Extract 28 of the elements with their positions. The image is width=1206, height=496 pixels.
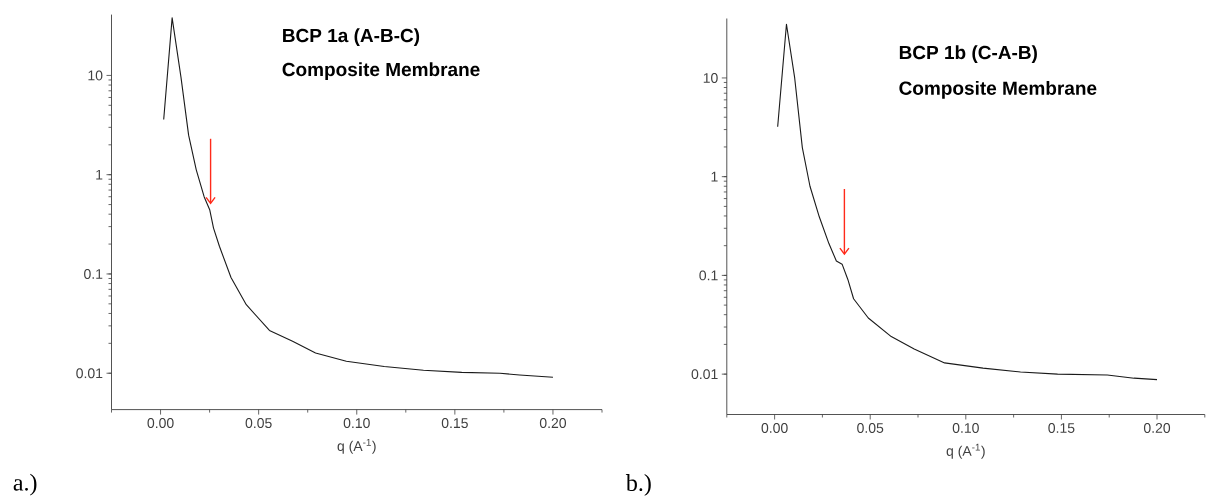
x-tick-label: 0.20 [1143,423,1171,433]
x-tick-label: 0.10 [343,418,370,429]
x-tick-label: 0.20 [539,418,567,429]
y-tick-label: 0.01 [691,369,718,380]
x-tick-label: 0.05 [245,418,272,429]
y-tick-label: 0.1 [699,270,718,281]
x-axis-title: q (A$^{-1}$) [337,438,376,454]
x-tick-label: 0.10 [952,423,979,433]
y-tick-label: 1 [96,169,103,180]
text: BCP 1b (C-A-B) [899,45,1037,63]
y-tick-label: 1 [711,171,718,182]
text: BCP 1a (A-B-C) [283,28,420,46]
y-tick-label: 10 [88,70,103,81]
text: Composite Membrane [899,80,1097,99]
y-tick-label: 0.01 [76,368,103,379]
line-series [777,23,1158,381]
x-tick-label: 0.15 [441,418,468,429]
x-tick-label: 0.00 [147,418,174,429]
x-tick-label: 0.00 [761,423,788,433]
line-series [163,17,554,378]
y-tick-label: 10 [703,72,718,83]
x-tick-label: 0.15 [1048,423,1075,433]
text: Composite Membrane [282,62,480,80]
x-tick-label: 0.05 [857,423,884,433]
x-axis-title: q (A$^{-1}$) [946,443,985,459]
text: b.) [625,474,651,496]
text: a.) [13,473,37,496]
y-tick-label: 0.1 [84,268,103,279]
